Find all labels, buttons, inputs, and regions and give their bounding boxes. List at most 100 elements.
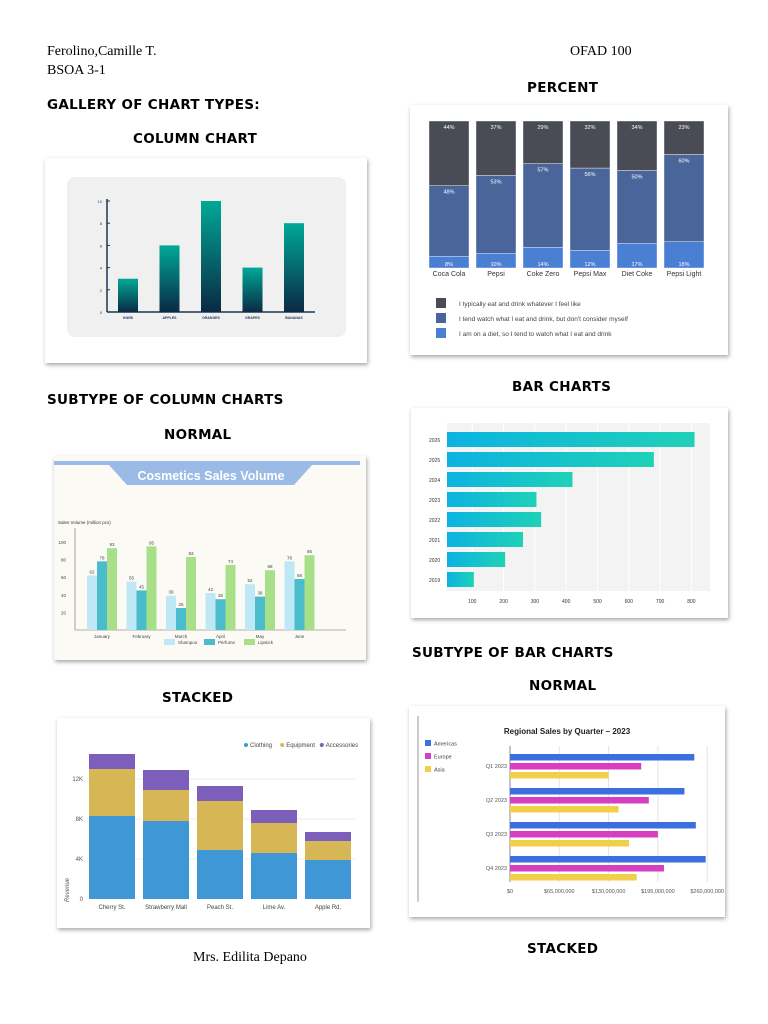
bar-segment <box>569 120 611 169</box>
x-tick-label: $65,000,000 <box>544 889 575 895</box>
x-tick-label: BANANAS <box>285 316 303 320</box>
bar-bananas <box>284 223 304 312</box>
column-chart-image: 0 2 4 6 8 10 KIWIS APPLES ORANGES GRAPES BANANAS <box>45 158 367 363</box>
bar-apples <box>159 245 180 312</box>
bar-lipstick <box>225 564 236 630</box>
y-tick-label: 8 <box>100 221 103 226</box>
bar-lipstick <box>186 556 196 630</box>
bar-segment-accessories <box>197 786 243 801</box>
data-label: 93 <box>109 542 115 547</box>
legend-label: I tend watch what I eat and drink, but d… <box>459 316 628 323</box>
bar-segment-equipment <box>305 841 351 860</box>
y-tick-label: 2022 <box>429 518 440 524</box>
x-tick-label: $195,000,000 <box>641 889 675 895</box>
y-tick-label: 2 <box>100 288 103 293</box>
x-tick-label: 200 <box>499 599 508 605</box>
bar-segment-equipment <box>251 823 297 853</box>
data-label: 68 <box>267 564 273 569</box>
bar-segment <box>616 120 658 171</box>
y-tick-label: 2020 <box>429 558 440 564</box>
bar-europe <box>510 797 649 804</box>
data-label: 29% <box>537 125 548 131</box>
bar-asia <box>510 874 637 881</box>
bar-2024 <box>447 472 573 487</box>
y-tick-label: Q4 2023 <box>486 866 507 872</box>
legend-label: Asia <box>434 768 446 774</box>
bar-oranges <box>201 201 221 312</box>
bar-perfume <box>136 590 147 630</box>
legend-label: Accessories <box>326 743 358 749</box>
bar-lipstick <box>146 546 157 630</box>
legend-swatch <box>425 766 431 772</box>
data-label: 50% <box>631 174 642 180</box>
y-tick-label: 2024 <box>429 478 440 484</box>
bar-2023 <box>447 492 537 507</box>
y-tick-label: 4K <box>76 857 83 863</box>
x-tick-label: 600 <box>625 599 634 605</box>
percent-chart: 8% 48% 44% Coca Cola 10% 53% 37% Pepsi 14% 57% 29%… <box>428 120 705 338</box>
x-tick-label: Diet Coke <box>622 271 653 278</box>
data-label: 39 <box>168 590 174 595</box>
data-label: 55 <box>129 576 135 581</box>
normal-bar-heading: NORMAL <box>529 678 597 694</box>
y-tick-label: 10 <box>98 199 103 204</box>
bar-segment <box>522 120 564 164</box>
data-label: 85 <box>307 549 313 554</box>
x-tick-label: February <box>132 634 151 639</box>
bar-shampoo <box>87 575 97 630</box>
data-label: 25 <box>178 602 184 607</box>
bar-segment <box>616 170 658 244</box>
teacher-name: Mrs. Edilita Depano <box>193 950 307 965</box>
regional-chart-image: Regional Sales by Quarter – 2023 $0 $65,00… <box>409 706 725 917</box>
x-tick-label: 500 <box>593 599 602 605</box>
x-tick-label: Lime Av. <box>263 905 286 911</box>
legend-label: Perfume <box>218 640 236 645</box>
bar-charts-heading: BAR CHARTS <box>512 379 612 395</box>
y-tick-label: 0 <box>100 310 103 315</box>
data-label: 14% <box>537 262 548 268</box>
x-tick-label: $260,000,000 <box>690 889 724 895</box>
student-section: BSOA 3-1 <box>47 63 106 78</box>
data-label: 45 <box>139 584 145 589</box>
data-label: 37% <box>490 125 501 131</box>
x-tick-label: 400 <box>562 599 571 605</box>
stacked-column-heading: STACKED <box>162 690 234 706</box>
bar-perfume <box>97 561 107 630</box>
x-tick-label: March <box>175 634 188 639</box>
bar-shampoo <box>205 593 216 630</box>
student-name: Ferolino,Camille T. <box>47 44 157 59</box>
x-tick-label: 800 <box>687 599 696 605</box>
bar-2025 <box>447 452 654 467</box>
legend-dot <box>244 743 248 747</box>
bar-segment <box>616 243 658 269</box>
bar-segment <box>663 120 705 155</box>
data-label: 12% <box>584 262 595 268</box>
y-tick-label: 80 <box>61 558 67 563</box>
y-tick-label: 8K <box>76 817 83 823</box>
data-label: 95 <box>149 540 155 545</box>
x-tick-label: Pepsi Light <box>667 271 702 278</box>
bar-americas <box>510 822 696 829</box>
legend-label: I am on a diet, so I tend to watch what … <box>459 331 612 338</box>
legend-swatch <box>425 740 431 746</box>
data-label: 53% <box>490 179 501 185</box>
bar-segment <box>475 120 517 176</box>
percent-heading: PERCENT <box>527 80 599 96</box>
x-tick-label: Apple Rd. <box>315 905 342 911</box>
data-label: 38 <box>257 591 263 596</box>
x-tick-label: Coca Cola <box>433 271 466 278</box>
bar-shampoo <box>284 561 295 630</box>
legend-swatch <box>244 639 255 645</box>
cosmetics-chart: Cosmetics Sales Volume Sales Volume (mill… <box>54 461 360 645</box>
bar-lipstick <box>265 570 275 630</box>
data-label: 10% <box>490 262 501 268</box>
x-tick-label: April <box>216 634 225 639</box>
bar-segment-clothing <box>143 821 189 899</box>
title-band <box>54 461 360 465</box>
bar-segment-equipment <box>143 790 189 821</box>
bar-segment-equipment <box>89 769 135 816</box>
column-chart: 0 2 4 6 8 10 KIWIS APPLES ORANGES GRAPES BANANAS <box>67 177 346 337</box>
data-label: 42 <box>208 587 214 592</box>
cosmetics-chart-image: Cosmetics Sales Volume Sales Volume (mill… <box>54 456 366 660</box>
bar-shampoo <box>245 584 255 630</box>
